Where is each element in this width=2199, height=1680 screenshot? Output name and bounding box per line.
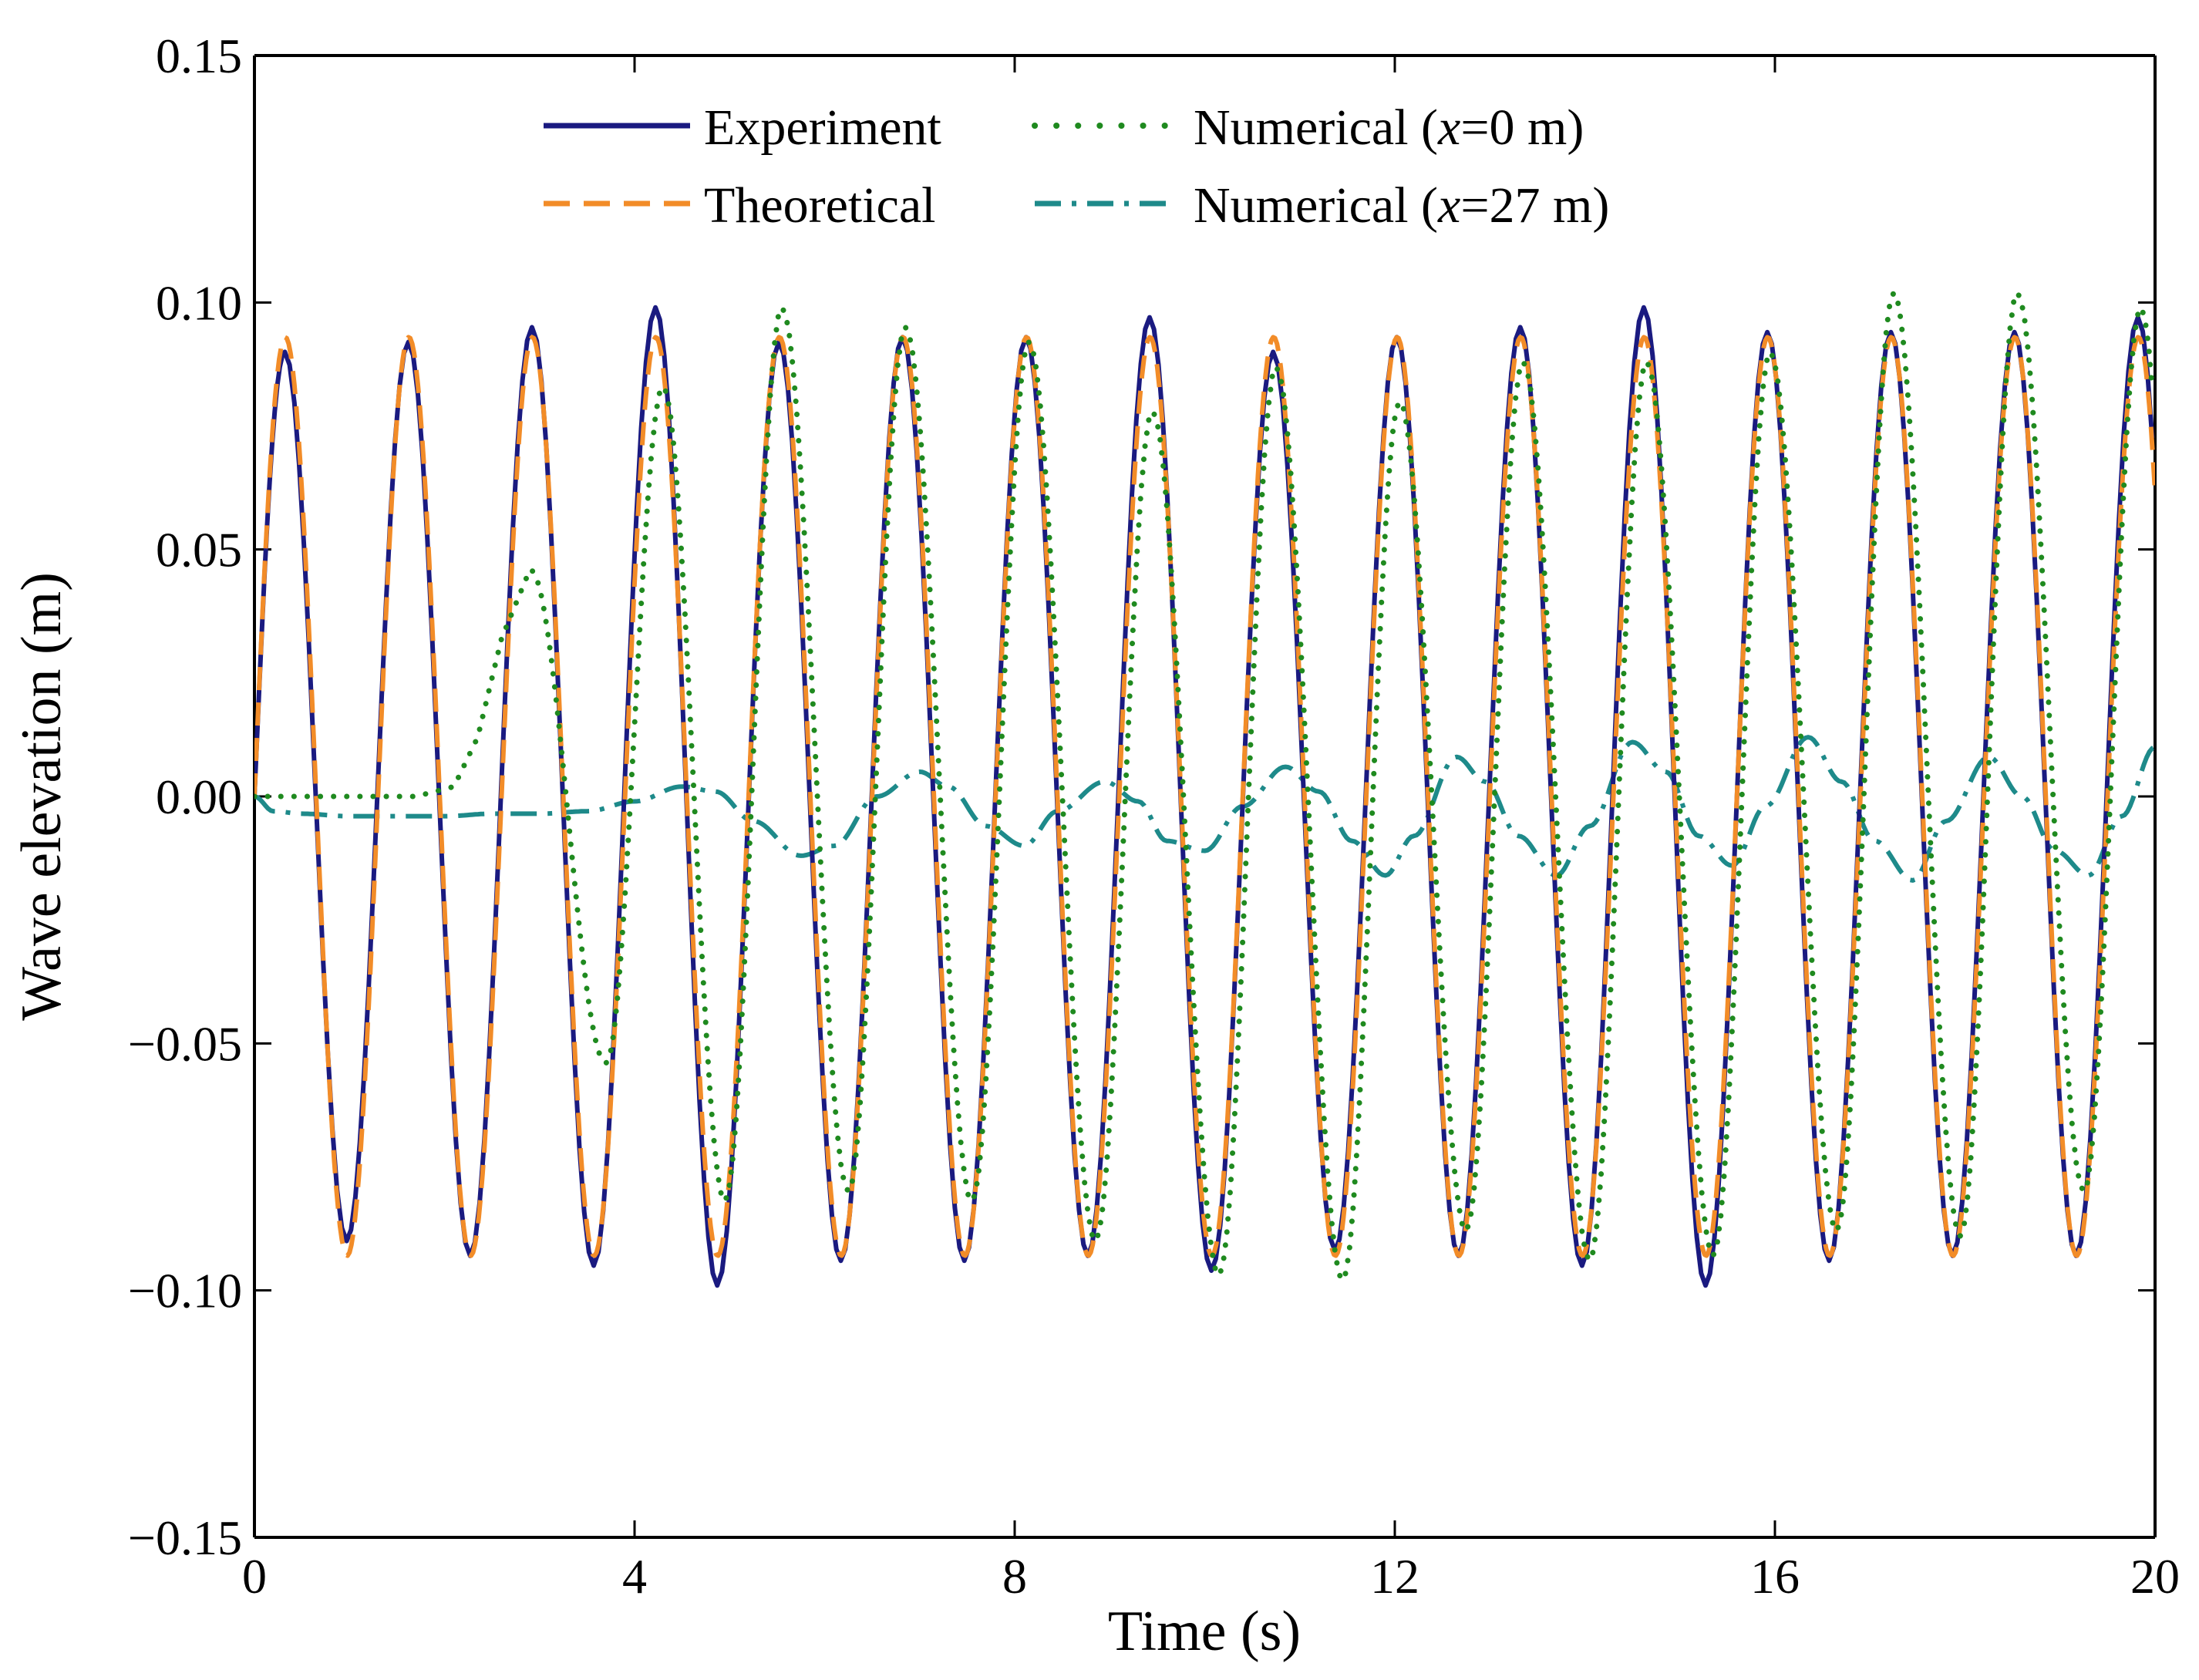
- legend-label-experiment: Experiment: [704, 99, 941, 156]
- y-tick-label: −0.15: [128, 1510, 242, 1565]
- y-tick-label: 0.15: [156, 29, 242, 83]
- x-tick-label: 8: [1002, 1549, 1027, 1604]
- legend-label-numerical-x0-prefix: Numerical (: [1194, 99, 1438, 156]
- x-tick-label: 0: [242, 1549, 267, 1604]
- legend-label-numerical-x27: Numerical (x=27 m): [1194, 177, 1609, 234]
- x-axis-title: Time (s): [1108, 1600, 1301, 1663]
- legend-label-numerical-x27-var: x: [1437, 177, 1460, 234]
- legend-label-numerical-x27-prefix: Numerical (: [1194, 177, 1438, 234]
- plot-frame: [253, 54, 2157, 1539]
- series-theoretical-line: [254, 335, 2155, 1258]
- y-tick-label: 0.00: [156, 769, 242, 824]
- series-numerical-x27-line: [254, 735, 2155, 883]
- legend-label-numerical-x0: Numerical (x=0 m): [1194, 99, 1584, 156]
- y-tick-label: 0.05: [156, 523, 242, 577]
- x-axis-ticks: 0 4 8 12 16 20: [242, 56, 2180, 1604]
- x-tick-label: 20: [2130, 1549, 2180, 1604]
- legend-label-numerical-x27-suffix: =27 m): [1460, 177, 1609, 234]
- legend-label-numerical-x0-suffix: =0 m): [1460, 99, 1584, 156]
- legend-label-theoretical: Theoretical: [704, 177, 935, 234]
- series-numerical-x0-line: [254, 286, 2155, 1288]
- y-tick-label: −0.10: [128, 1264, 242, 1318]
- x-tick-label: 16: [1750, 1549, 1800, 1604]
- legend-label-numerical-x0-var: x: [1437, 99, 1460, 156]
- y-axis-ticks: −0.15 −0.10 −0.05 0.00 0.05 0.10 0.15: [128, 29, 2155, 1565]
- y-tick-label: −0.05: [128, 1016, 242, 1071]
- y-tick-label: 0.10: [156, 275, 242, 330]
- x-tick-label: 12: [1370, 1549, 1419, 1604]
- legend: Experiment Theoretical Numerical (x=0 m)…: [544, 99, 1609, 234]
- x-tick-label: 4: [622, 1549, 647, 1604]
- y-axis-title: Wave elevation (m): [10, 572, 73, 1021]
- series-layer: [254, 286, 2155, 1288]
